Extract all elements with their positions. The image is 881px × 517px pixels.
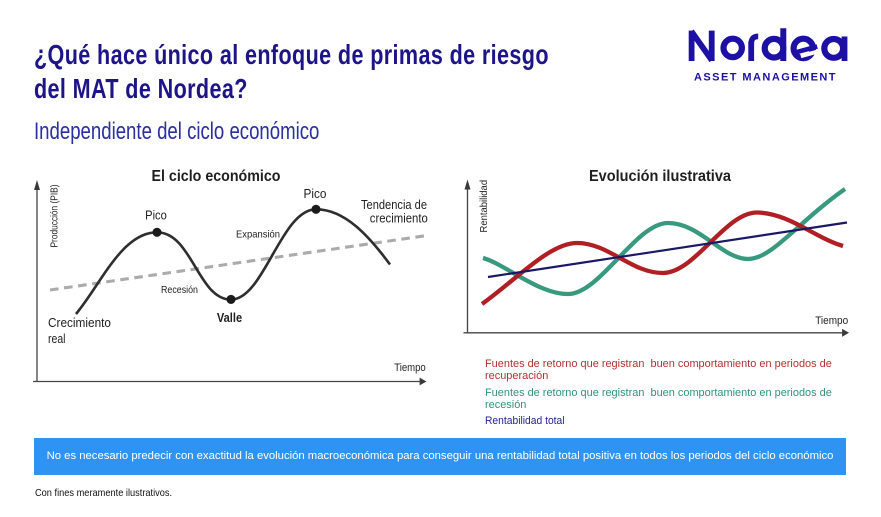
svg-text:Recesión: Recesión <box>161 284 198 296</box>
svg-text:Producción (PIB): Producción (PIB) <box>49 185 61 248</box>
svg-text:Tiempo: Tiempo <box>394 362 426 374</box>
svg-text:ASSET MANAGEMENT: ASSET MANAGEMENT <box>694 71 837 83</box>
svg-text:real: real <box>48 332 66 346</box>
svg-text:crecimiento: crecimiento <box>370 212 428 226</box>
svg-text:Tiempo: Tiempo <box>815 315 848 327</box>
svg-text:Crecimiento: Crecimiento <box>48 316 111 330</box>
svg-text:Expansión: Expansión <box>236 229 280 241</box>
svg-text:Pico: Pico <box>304 187 327 201</box>
svg-text:Evolución ilustrativa: Evolución ilustrativa <box>589 168 731 185</box>
svg-text:Tendencia de: Tendencia de <box>361 198 427 212</box>
svg-text:Pico: Pico <box>145 209 167 223</box>
svg-text:Valle: Valle <box>217 311 242 325</box>
svg-text:Rentabilidad: Rentabilidad <box>479 180 490 233</box>
svg-text:El ciclo económico: El ciclo económico <box>152 168 281 185</box>
